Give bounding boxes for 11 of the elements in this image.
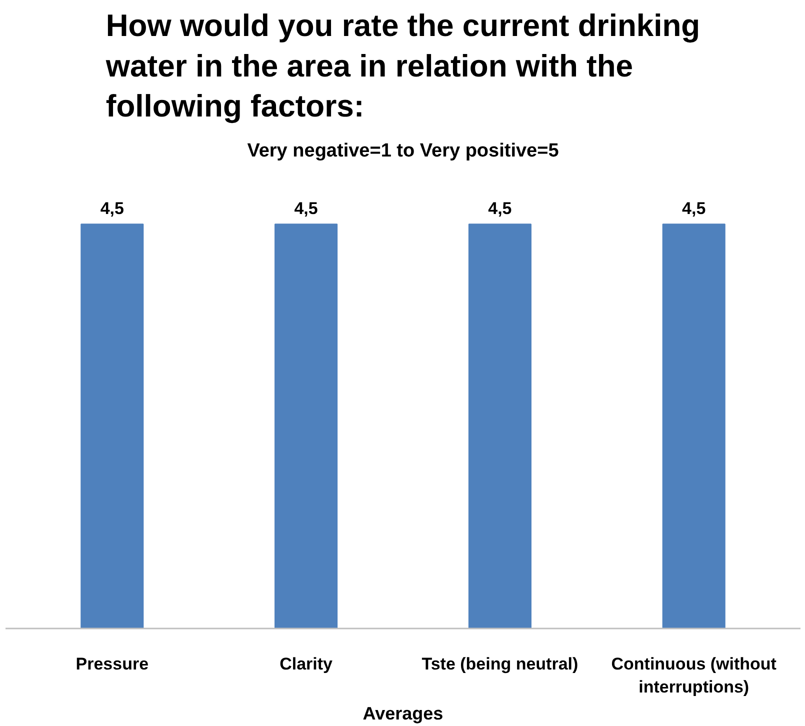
- data-label: 4,5: [294, 199, 318, 218]
- chart-subtitle: Very negative=1 to Very positive=5: [247, 140, 560, 162]
- data-label: 4,5: [682, 199, 706, 218]
- chart-title: How would you rate the current drinking water in the area in relation with the following factors:: [104, 8, 700, 124]
- x-tick-label: Continuous (without interruptions): [611, 654, 777, 696]
- x-tick-label: Tste (being neutral): [422, 654, 578, 674]
- data-label: 4,5: [488, 199, 512, 218]
- x-axis-title: Averages: [362, 703, 444, 724]
- x-tick-label: Pressure: [76, 654, 149, 674]
- data-label: 4,5: [100, 199, 124, 218]
- x-tick-label: Clarity: [280, 654, 334, 674]
